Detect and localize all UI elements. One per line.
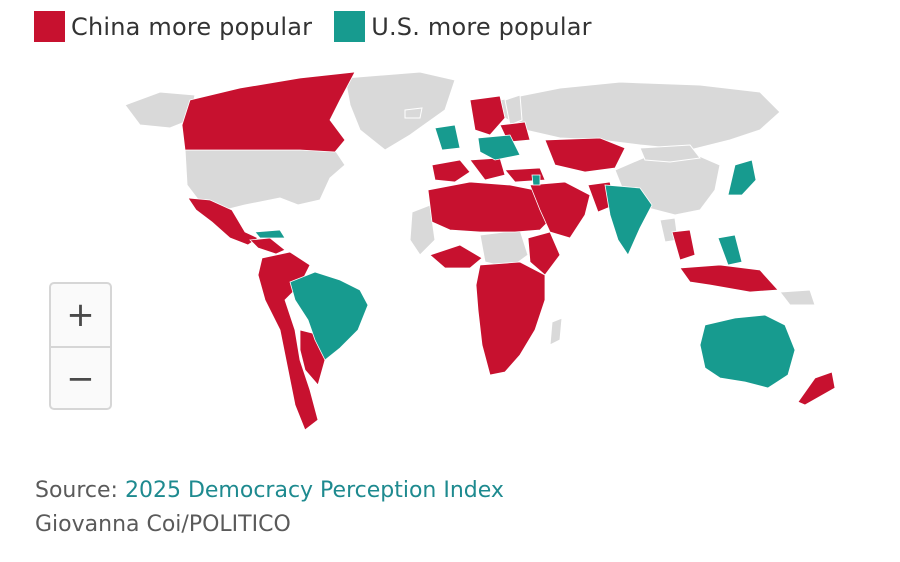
region-southeast-asia [671, 229, 696, 261]
zoom-control: + − [49, 282, 112, 410]
region-japan [727, 159, 757, 196]
region-philippines [717, 234, 743, 266]
source-link[interactable]: 2025 Democracy Perception Index [124, 478, 504, 503]
region-madagascar [549, 317, 563, 346]
region-canada [181, 71, 356, 153]
region-western-europe-uk [434, 124, 461, 151]
region-west-africa [429, 244, 483, 269]
region-central-america [249, 237, 286, 255]
region-kazakhstan [544, 137, 626, 173]
source-prefix: Source: [35, 478, 125, 503]
region-australia [699, 314, 796, 389]
legend-swatch-china [34, 11, 65, 42]
zoom-in-button[interactable]: + [66, 295, 95, 335]
region-iberia-italy [431, 159, 471, 183]
region-balkans-greece [469, 157, 506, 181]
us-more-popular-regions [254, 124, 796, 389]
legend-label-china: China more popular [71, 12, 313, 41]
region-north-africa [427, 181, 556, 233]
source-line: Source: 2025 Democracy Perception Index [35, 478, 504, 503]
legend-label-us: U.S. more popular [371, 12, 592, 41]
world-map[interactable] [0, 60, 900, 450]
region-southern-africa [475, 261, 546, 376]
region-russia [499, 81, 781, 151]
china-more-popular-regions [181, 71, 836, 431]
region-east-africa [527, 231, 561, 276]
region-india [604, 184, 653, 256]
region-papua [779, 289, 816, 306]
region-finland [504, 94, 523, 126]
region-south-america [257, 251, 319, 431]
region-iceland [404, 107, 423, 119]
region-brazil [289, 271, 369, 361]
map-base-land [124, 71, 816, 346]
region-cuba-caribbean [254, 229, 286, 239]
legend: China more popular U.S. more popular [34, 11, 614, 42]
legend-item-us: U.S. more popular [334, 11, 592, 42]
region-new-zealand [797, 371, 836, 406]
legend-swatch-us [334, 11, 366, 42]
region-indonesia [679, 264, 779, 293]
zoom-out-button[interactable]: − [66, 359, 95, 399]
credit-line: Giovanna Coi/POLITICO [35, 512, 291, 537]
region-israel [531, 174, 541, 186]
region-mongolia [639, 144, 701, 163]
region-greenland [344, 71, 456, 151]
zoom-divider [51, 346, 110, 348]
region-middle-east [529, 181, 591, 239]
legend-item-china: China more popular [34, 11, 312, 42]
region-scandinavia [469, 95, 506, 136]
region-poland-ukraine [477, 134, 521, 161]
region-northwest-africa [409, 204, 436, 256]
